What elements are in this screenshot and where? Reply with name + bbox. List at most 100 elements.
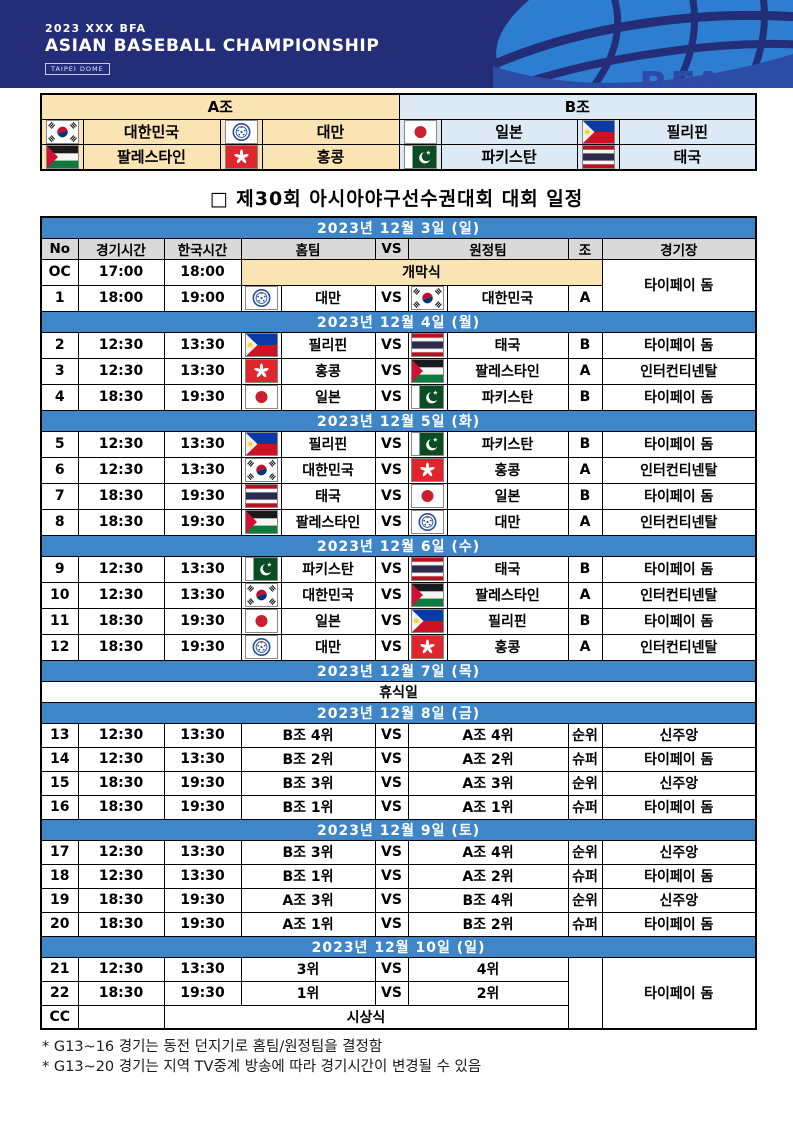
banner-text: 2023 XXX BFA ASIAN BASEBALL CHAMPIONSHIP…	[45, 22, 379, 75]
rest-day-label: 휴식일	[40, 680, 757, 703]
venue: 타이페이 돔	[601, 430, 757, 458]
group-team-flag-cell	[398, 118, 442, 145]
home-flag-cell	[240, 430, 282, 458]
group-cell: 슈퍼	[567, 746, 603, 772]
group-cell: 슈퍼	[567, 794, 603, 820]
date-band-row: 2023년 12월 8일 (금)	[40, 701, 757, 724]
venue: 타이페이 돔	[601, 383, 757, 411]
flag-pk-frame	[244, 557, 278, 581]
group-cell: 슈퍼	[567, 863, 603, 889]
date-band-row: 2023년 12월 5일 (화)	[40, 409, 757, 432]
placement-row: 19 18:30 19:30 A조 3위 VS B조 4위 순위 신주앙	[40, 887, 757, 913]
game-no: 14	[40, 746, 79, 772]
home-team-name: 홍콩	[280, 357, 376, 385]
away-team-name: 4위	[407, 956, 569, 982]
date-band: 2023년 12월 9일 (토)	[40, 818, 757, 841]
korea-time: 13:30	[163, 581, 242, 609]
column-header: 경기시간	[77, 237, 165, 260]
group-b-header: B조	[398, 93, 757, 120]
away-team-name: 파키스탄	[446, 383, 569, 411]
home-team-name: 태국	[280, 482, 376, 510]
placement-row: 18 12:30 13:30 B조 1위 VS A조 2위 슈퍼 타이페이 돔	[40, 863, 757, 889]
korea-time: 18:00	[163, 258, 242, 286]
flag-th-icon	[245, 485, 277, 507]
home-team-name: 일본	[280, 607, 376, 635]
venue: 타이페이 돔	[601, 863, 757, 889]
group-team-name: 일본	[440, 118, 578, 145]
home-flag-cell	[240, 581, 282, 609]
flag-tw-icon	[225, 120, 257, 143]
away-flag-cell	[407, 331, 448, 359]
vs-label: VS	[374, 887, 409, 913]
flag-jp-frame	[411, 484, 444, 508]
column-header: 홈팀	[240, 237, 376, 260]
placement-row: 21 12:30 13:30 3위 VS 4위 타이페이 돔	[40, 956, 757, 1030]
away-flag-cell	[407, 430, 448, 458]
flag-th-icon	[412, 558, 443, 580]
vs-label: VS	[374, 794, 409, 820]
game-time: 12:30	[77, 839, 165, 865]
game-no: 22	[40, 980, 79, 1006]
venue: 타이페이 돔	[601, 794, 757, 820]
flag-tw-frame	[224, 120, 258, 143]
game-time: 12:30	[77, 746, 165, 772]
group-team-flag-cell	[576, 118, 620, 145]
flag-jp-frame	[244, 385, 278, 409]
away-team-name: 필리핀	[446, 607, 569, 635]
flag-jp-frame	[403, 120, 437, 143]
flag-ps-frame	[411, 359, 444, 383]
home-team-name: 필리핀	[280, 430, 376, 458]
group-cell: B	[567, 331, 603, 359]
vs-label: VS	[374, 383, 409, 411]
venue: 인터컨티넨탈	[601, 357, 757, 385]
flag-hk-frame	[411, 635, 444, 659]
home-team-name: 팔레스타인	[280, 508, 376, 536]
vs-label: VS	[374, 284, 409, 312]
game-time: 12:30	[77, 357, 165, 385]
date-band: 2023년 12월 3일 (일)	[40, 216, 757, 239]
korea-time: 13:30	[163, 456, 242, 484]
game-time: 12:30	[77, 430, 165, 458]
home-team-name: B조 4위	[240, 722, 376, 748]
korea-time: 13:30	[163, 357, 242, 385]
flag-ps-frame	[411, 583, 444, 607]
flag-kr-frame	[244, 458, 278, 482]
away-team-name: 홍콩	[446, 633, 569, 661]
schedule-table: 2023년 12월 3일 (일) No 경기시간 한국시간 홈팀 VS 원정팀 조 경기장 OC 1…	[40, 215, 758, 1030]
flag-pk-frame	[411, 432, 444, 456]
date-band: 2023년 12월 7일 (목)	[40, 659, 757, 682]
flag-hk-icon	[225, 145, 257, 168]
date-band: 2023년 12월 10일 (일)	[40, 935, 757, 958]
flag-ph-frame	[581, 120, 615, 143]
flag-ps-icon	[412, 584, 443, 606]
flag-pk-frame	[403, 144, 437, 169]
placement-row: 15 18:30 19:30 B조 3위 VS A조 3위 순위 신주앙	[40, 770, 757, 796]
away-team-name: A조 3위	[407, 770, 569, 796]
game-no: CC	[40, 1004, 79, 1030]
group-cell: B	[567, 555, 603, 583]
korea-time: 19:30	[163, 770, 242, 796]
home-flag-cell	[240, 357, 282, 385]
away-flag-cell	[407, 555, 448, 583]
home-flag-cell	[240, 331, 282, 359]
flag-pk-icon	[412, 433, 443, 455]
match-row: 7 18:30 19:30 태국 VS 일본 B 타이페이 돔	[40, 482, 757, 510]
match-row: 11 18:30 19:30 일본 VS 필리핀 B 타이페이 돔	[40, 607, 757, 635]
flag-ph-frame	[244, 432, 278, 456]
column-header: 조	[567, 237, 603, 260]
match-row: 1 18:00 19:00 대만 VS 대한민국 A	[40, 284, 756, 312]
group-team-flag-cell	[40, 143, 84, 170]
game-no: 5	[40, 430, 79, 458]
venue: 타이페이 돔	[601, 956, 757, 1030]
flag-tw-icon	[245, 287, 277, 309]
korea-time: 19:30	[163, 794, 242, 820]
flag-hk-icon	[412, 636, 443, 658]
game-no: 18	[40, 863, 79, 889]
bfa-logo-text: BFA	[639, 64, 725, 88]
column-header: VS	[374, 237, 409, 260]
flag-kr-icon	[245, 584, 277, 606]
game-time: 12:30	[77, 722, 165, 748]
home-flag-cell	[240, 284, 282, 312]
group-cell	[567, 956, 603, 1030]
date-band-row: 2023년 12월 4일 (월)	[40, 310, 757, 333]
